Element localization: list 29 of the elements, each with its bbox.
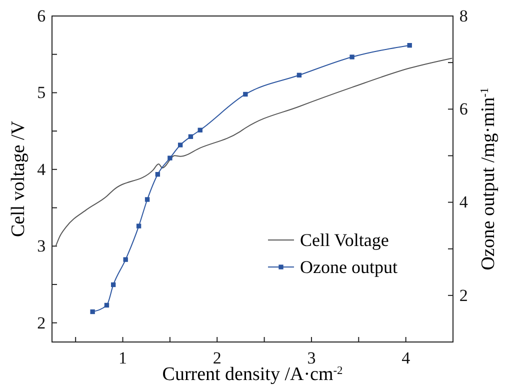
point bbox=[188, 134, 194, 139]
point bbox=[104, 302, 110, 308]
point bbox=[90, 309, 95, 314]
y-tick-label: 4 bbox=[37, 160, 46, 179]
point bbox=[110, 282, 116, 288]
y-tick-label: 2 bbox=[37, 313, 46, 332]
y2-tick-label: 8 bbox=[459, 6, 468, 26]
point bbox=[123, 257, 128, 262]
point bbox=[168, 156, 172, 160]
legend-label: Ozone output bbox=[300, 257, 398, 277]
point bbox=[243, 92, 248, 97]
point bbox=[198, 128, 202, 132]
x-tick-label: 4 bbox=[402, 348, 411, 368]
y2-tick-label: 6 bbox=[459, 100, 468, 119]
y-tick-label: 5 bbox=[37, 83, 46, 102]
y2-tick-label: 4 bbox=[459, 192, 468, 212]
point bbox=[350, 54, 354, 60]
point bbox=[407, 42, 412, 48]
x-tick-label: 1 bbox=[118, 348, 128, 368]
y-axis-title: Cell voltage /V bbox=[8, 120, 29, 238]
point bbox=[144, 197, 150, 202]
legend-label: Cell Voltage bbox=[300, 230, 389, 250]
point bbox=[178, 142, 183, 148]
point bbox=[296, 72, 302, 78]
point bbox=[136, 224, 142, 228]
y-tick-label: 3 bbox=[37, 236, 46, 256]
point bbox=[155, 172, 160, 177]
y-tick-label: 6 bbox=[37, 6, 46, 26]
y2-tick-label: 2 bbox=[459, 286, 468, 305]
